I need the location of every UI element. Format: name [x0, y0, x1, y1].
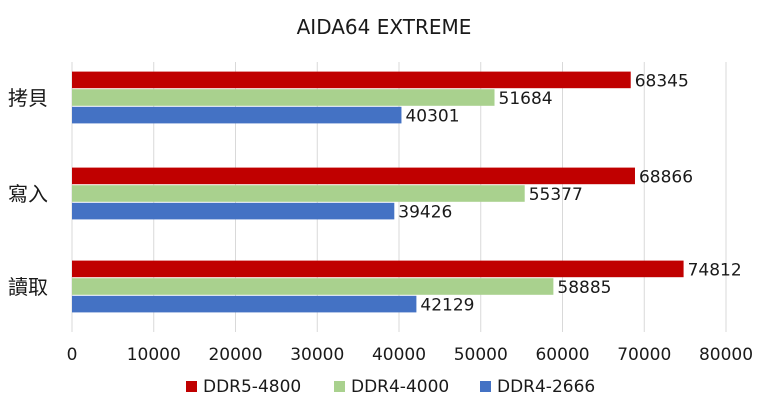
category-label: 寫入: [8, 182, 48, 206]
data-label-寫入-DDR4-2666: 39426: [398, 203, 452, 223]
x-tick-label: 30000: [290, 345, 344, 365]
legend-swatch-DDR5-4800: [186, 381, 197, 392]
x-tick-label: 20000: [208, 345, 262, 365]
data-label-寫入-DDR5-4800: 68866: [639, 167, 693, 187]
legend-label-DDR4-2666: DDR4-2666: [497, 377, 595, 397]
x-tick-label: 0: [67, 345, 78, 365]
bar-讀取-DDR5-4800: [72, 260, 684, 278]
bar-讀取-DDR4-2666: [72, 295, 417, 313]
x-tick-label: 70000: [617, 345, 671, 365]
category-label: 拷貝: [8, 86, 48, 110]
data-label-讀取-DDR4-2666: 42129: [420, 296, 474, 316]
x-axis-tick-labels: 0 10000 20000 30000 40000 50000 60000 70000 8000…: [67, 345, 753, 365]
data-label-拷貝-DDR4-4000: 51684: [499, 89, 553, 109]
bar-讀取-DDR4-4000: [72, 278, 554, 295]
legend: DDR5-4800 DDR4-4000 DDR4-2666: [186, 377, 595, 397]
category-label: 讀取: [8, 275, 48, 299]
bar-寫入-DDR4-4000: [72, 185, 525, 202]
legend-swatch-DDR4-2666: [480, 381, 491, 392]
x-tick-label: 40000: [372, 345, 426, 365]
bar-拷貝-DDR4-4000: [72, 89, 495, 106]
legend-label-DDR5-4800: DDR5-4800: [203, 377, 301, 397]
legend-swatch-DDR4-4000: [334, 381, 345, 392]
bar-拷貝-DDR4-2666: [72, 106, 402, 124]
bar-寫入-DDR4-2666: [72, 202, 395, 220]
data-labels: 74812 58885 42129 68866 55377 39426 68345 51684…: [398, 71, 741, 315]
legend-label-DDR4-4000: DDR4-4000: [351, 377, 449, 397]
x-tick-label: 10000: [127, 345, 181, 365]
data-label-拷貝-DDR4-2666: 40301: [405, 107, 459, 127]
data-label-寫入-DDR4-4000: 55377: [529, 185, 583, 205]
bar-寫入-DDR5-4800: [72, 167, 635, 185]
x-tick-label: 50000: [454, 345, 508, 365]
x-tick-label: 60000: [535, 345, 589, 365]
data-label-讀取-DDR5-4800: 74812: [688, 260, 742, 280]
chart-title: AIDA64 EXTREME: [297, 15, 472, 39]
bar-拷貝-DDR5-4800: [72, 71, 631, 89]
x-tick-label: 80000: [699, 345, 753, 365]
data-label-拷貝-DDR5-4800: 68345: [635, 71, 689, 91]
data-label-讀取-DDR4-4000: 58885: [557, 278, 611, 298]
bars: [72, 71, 684, 313]
